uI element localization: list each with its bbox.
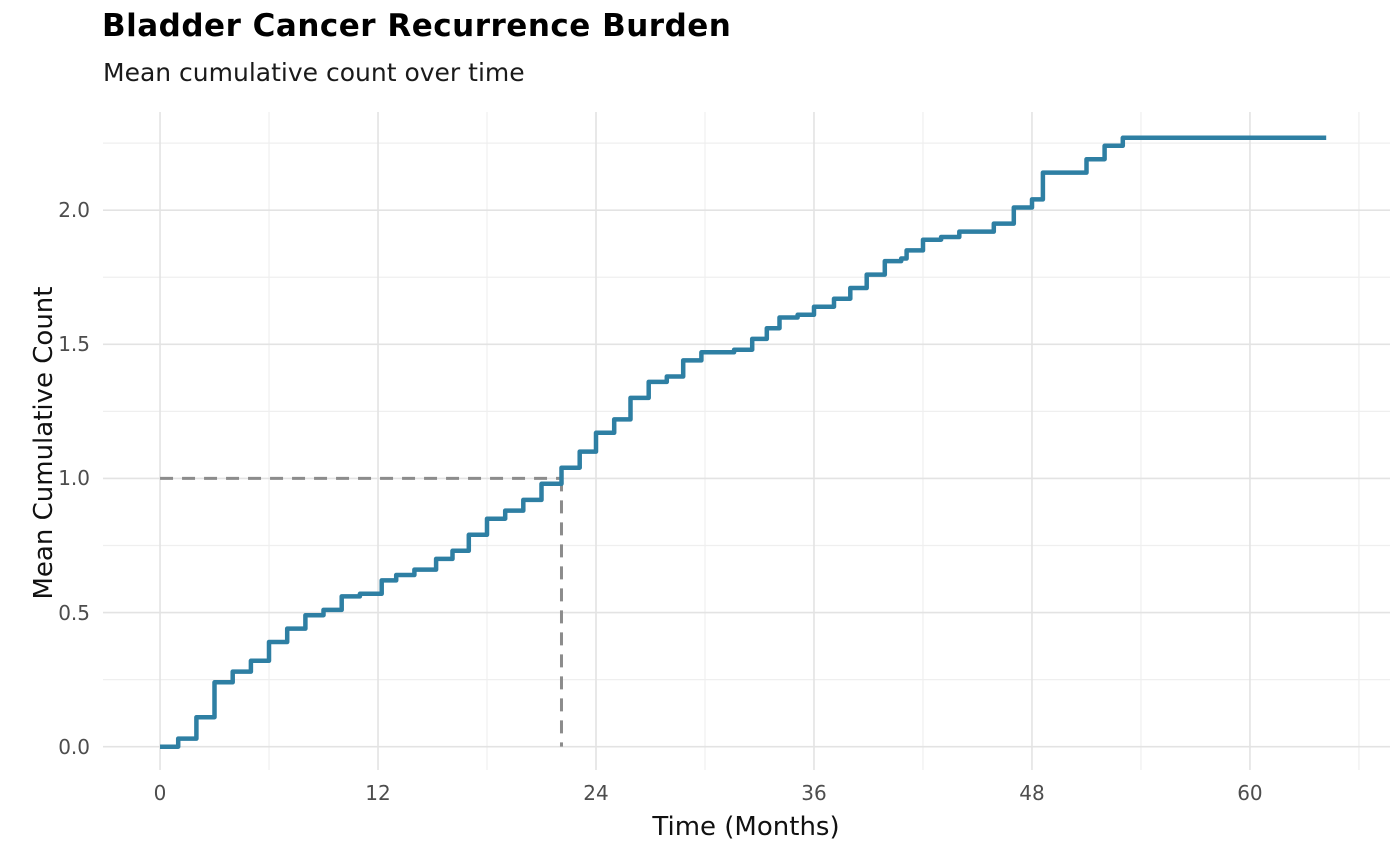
y-tick-label: 2.0 [58, 198, 90, 223]
chart-subtitle: Mean cumulative count over time [103, 58, 525, 87]
x-axis-title: Time (Months) [652, 812, 840, 842]
y-axis-title: Mean Cumulative Count [29, 286, 59, 600]
x-tick-label: 48 [1019, 781, 1045, 805]
x-tick-label: 0 [153, 781, 167, 805]
x-tick-label: 60 [1237, 781, 1263, 805]
y-tick-label: 0.5 [58, 600, 90, 625]
x-tick-label: 12 [365, 781, 391, 805]
y-tick-label: 1.0 [58, 466, 90, 491]
y-tick-label: 1.5 [58, 332, 90, 357]
mcf-step-curve [160, 135, 1327, 749]
chart-title: Bladder Cancer Recurrence Burden [102, 8, 732, 44]
x-tick-label: 24 [583, 781, 609, 805]
y-tick-label: 0.0 [58, 734, 90, 759]
x-tick-label: 36 [801, 781, 827, 805]
